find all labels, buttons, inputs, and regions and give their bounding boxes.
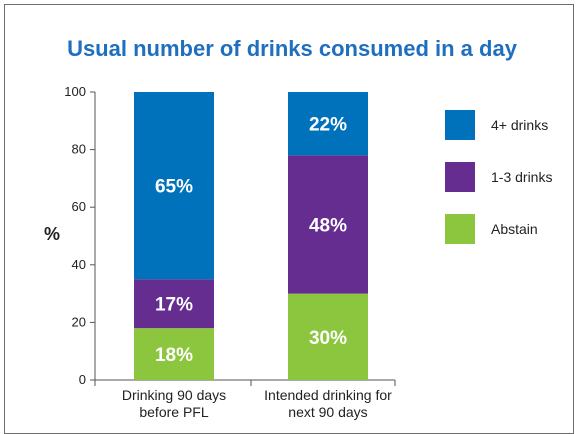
y-tick-label: 60 [72, 199, 86, 214]
y-tick-label: 20 [72, 314, 86, 329]
y-axis-label: % [44, 224, 60, 244]
category-label: Intended drinking for next 90 days [264, 387, 392, 420]
data-label: 48% [309, 215, 347, 236]
data-label: 17% [155, 295, 193, 316]
category-label: Drinking 90 days before PFL [122, 387, 226, 420]
data-label: 18% [155, 345, 193, 366]
bar-segment [134, 328, 214, 380]
data-label: 30% [309, 328, 347, 349]
y-tick-label: 80 [72, 142, 86, 157]
data-label: 22% [309, 115, 347, 136]
y-tick-label: 40 [72, 257, 86, 272]
bar-segment [134, 279, 214, 329]
bar-segment [134, 92, 214, 280]
chart-title: Usual number of drinks consumed in a day [67, 36, 518, 61]
legend: 4+ drinks 1-3 drinks Abstain [445, 110, 552, 244]
bar-segment [288, 92, 368, 156]
y-tick-label: 100 [64, 84, 86, 99]
legend-label: 1-3 drinks [491, 169, 552, 185]
y-tick-label: 0 [79, 372, 86, 387]
bar-segment [288, 155, 368, 294]
legend-label: Abstain [491, 221, 538, 237]
bar-segment [288, 293, 368, 380]
legend-swatch [445, 162, 475, 192]
legend-swatch [445, 214, 475, 244]
bars: 18% 17% 65% 30% 48% 22% [134, 92, 368, 380]
legend-label: 4+ drinks [491, 117, 548, 133]
axes: 0 20 40 60 80 100 Drinking 90 days before PFL In… [64, 84, 396, 420]
data-label: 65% [155, 177, 193, 198]
legend-swatch [445, 110, 475, 140]
